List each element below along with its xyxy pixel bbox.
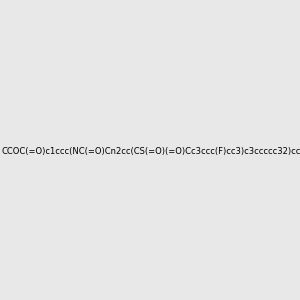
Text: CCOC(=O)c1ccc(NC(=O)Cn2cc(CS(=O)(=O)Cc3ccc(F)cc3)c3ccccc32)cc1: CCOC(=O)c1ccc(NC(=O)Cn2cc(CS(=O)(=O)Cc3c…	[2, 147, 300, 156]
